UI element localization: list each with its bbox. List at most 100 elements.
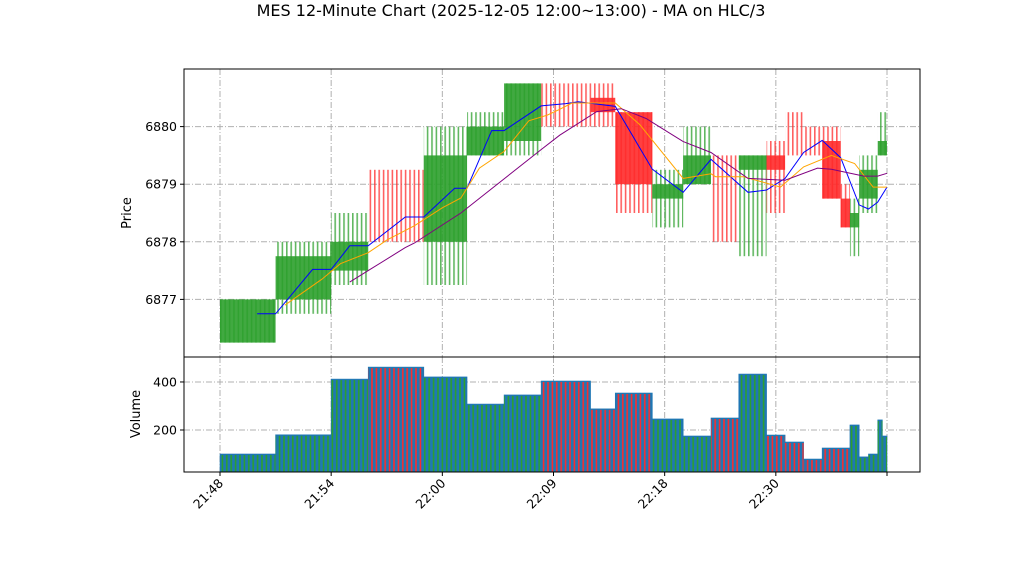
moving-average-line-ma_fast	[257, 101, 888, 315]
volume-axes-frame	[183, 356, 921, 473]
price-tick-label: 6878	[145, 234, 177, 249]
candle-body	[822, 141, 841, 199]
volume-bar-stripes	[220, 454, 276, 472]
candle-wick	[710, 155, 739, 242]
moving-average-line-ma_mid	[284, 102, 887, 306]
candle	[368, 169, 424, 242]
volume-bar-stripes	[368, 368, 424, 472]
volume-bar	[540, 380, 591, 473]
volume-bar	[710, 417, 740, 473]
volume-bar-stripes	[541, 382, 591, 472]
candle-wick	[652, 169, 684, 228]
volume-bar-stripes	[868, 454, 878, 472]
volume-panel: 200 400	[153, 356, 921, 473]
candle-wick	[766, 141, 786, 213]
candle-body	[859, 169, 869, 199]
candle	[868, 155, 878, 213]
volume-bar	[784, 441, 804, 473]
x-tick-label: 22:18	[635, 475, 671, 511]
x-axis: 21:48 21:54 22:00 22:09 22:18 22:30	[190, 472, 888, 512]
volume-bar	[423, 376, 468, 473]
volume-bar-stripes	[738, 375, 767, 472]
volume-bar	[821, 447, 851, 473]
candle	[467, 112, 505, 156]
candle-body	[877, 141, 887, 156]
candle	[822, 126, 841, 199]
candle-body	[868, 169, 878, 199]
x-tick-label: 21:54	[301, 475, 337, 511]
volume-bar-stripes	[423, 377, 468, 472]
x-tick-label: 22:00	[412, 475, 448, 511]
volume-tick-label: 400	[153, 374, 177, 389]
candle-wick	[803, 126, 823, 156]
price-tick-label: 6879	[145, 177, 177, 192]
candle	[652, 169, 684, 228]
volume-bar-stripes	[803, 460, 823, 472]
volume-bar	[803, 458, 823, 473]
volume-bar	[849, 424, 860, 473]
candle-body	[615, 112, 653, 185]
candle-wick	[849, 198, 860, 257]
chart-title: MES 12-Minute Chart (2025-12-05 12:00~13…	[257, 1, 766, 20]
candle-wick	[368, 169, 424, 242]
volume-bar-stripes	[766, 436, 786, 472]
price-tick-label: 6877	[145, 292, 177, 307]
candle	[849, 198, 860, 257]
candle-body	[220, 299, 276, 343]
volume-bar	[219, 453, 276, 473]
moving-average-line-ma_slow	[349, 108, 888, 283]
candle-wick	[877, 112, 887, 156]
volume-bar-stripes	[615, 394, 653, 472]
volume-bar-stripes	[275, 435, 332, 472]
candle-wick	[785, 112, 804, 156]
volume-bar	[503, 394, 542, 473]
candle	[766, 141, 786, 213]
candle-body	[467, 126, 505, 156]
volume-bar-stripes	[710, 418, 739, 472]
candle	[803, 126, 823, 156]
volume-bar	[652, 418, 684, 473]
candle	[615, 112, 653, 213]
candle	[785, 112, 804, 156]
candle-body	[840, 198, 850, 228]
candle-body	[652, 184, 684, 199]
volume-bar	[466, 403, 505, 473]
candle	[877, 112, 887, 156]
volume-bar-stripes	[849, 425, 860, 472]
volume-bar-stripes	[882, 436, 887, 472]
candle	[331, 213, 369, 285]
candle-body	[504, 83, 542, 141]
candle-body	[849, 213, 860, 228]
x-tick-label: 22:30	[746, 475, 782, 511]
candle-body	[738, 155, 767, 170]
volume-bar	[868, 453, 879, 473]
candle	[220, 299, 276, 343]
candle	[683, 126, 711, 185]
volume-bar-stripes	[652, 419, 684, 472]
candle-body	[766, 155, 786, 170]
volume-bar-stripes	[331, 380, 369, 472]
x-tick-label: 22:09	[524, 475, 560, 511]
volume-bar	[275, 434, 332, 473]
volume-bar	[858, 456, 869, 473]
volume-bar-stripes	[504, 395, 542, 472]
volume-bar	[682, 435, 712, 473]
candle	[738, 155, 767, 257]
volume-tick-label: 200	[153, 422, 177, 437]
volume-bar-stripes	[822, 448, 850, 472]
price-tick-label: 6880	[145, 119, 177, 134]
volume-bar	[367, 366, 425, 473]
volume-bar-stripes	[467, 405, 505, 472]
volume-bar	[882, 435, 888, 473]
candle	[859, 155, 869, 213]
volume-bar	[330, 378, 369, 473]
x-tick-label: 21:48	[190, 475, 226, 511]
volume-bar-stripes	[590, 409, 616, 472]
volume-bar-stripes	[785, 442, 804, 472]
volume-axis-label: Volume	[129, 390, 144, 438]
volume-bar	[738, 373, 767, 473]
volume-bar	[590, 408, 616, 473]
volume-bar	[766, 434, 786, 473]
volume-bar-stripes	[877, 420, 883, 472]
